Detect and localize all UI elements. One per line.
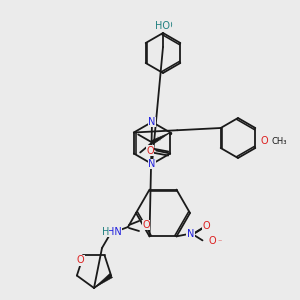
- Polygon shape: [151, 133, 170, 144]
- Text: N: N: [148, 117, 156, 127]
- Text: H: H: [157, 22, 163, 31]
- Text: O: O: [203, 221, 210, 231]
- Text: CH₃: CH₃: [272, 136, 287, 146]
- Text: O: O: [76, 255, 84, 266]
- Text: HO: HO: [155, 21, 170, 31]
- Text: ⁻: ⁻: [218, 237, 222, 246]
- Text: H: H: [102, 227, 109, 237]
- Text: O: O: [260, 136, 268, 146]
- Text: O: O: [146, 146, 154, 155]
- Text: O: O: [209, 236, 216, 246]
- Text: O: O: [142, 220, 150, 230]
- Text: N: N: [148, 159, 156, 169]
- Text: HN: HN: [106, 227, 122, 237]
- Polygon shape: [94, 274, 112, 288]
- Text: O: O: [165, 22, 172, 31]
- Text: N: N: [187, 230, 194, 239]
